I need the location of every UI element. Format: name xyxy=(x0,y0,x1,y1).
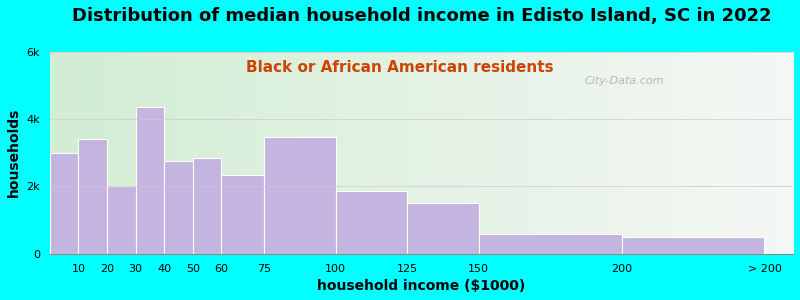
Text: Black or African American residents: Black or African American residents xyxy=(246,60,554,75)
Bar xyxy=(407,203,478,254)
Bar xyxy=(78,139,107,254)
Bar xyxy=(622,237,765,254)
Bar xyxy=(50,153,78,254)
Bar xyxy=(264,137,336,254)
Bar xyxy=(136,107,164,254)
Bar xyxy=(164,161,193,254)
Bar xyxy=(478,233,622,254)
Bar xyxy=(336,191,407,254)
Bar xyxy=(193,158,222,254)
X-axis label: household income ($1000): household income ($1000) xyxy=(318,279,526,293)
Bar xyxy=(222,175,264,254)
Y-axis label: households: households xyxy=(7,108,21,197)
Title: Distribution of median household income in Edisto Island, SC in 2022: Distribution of median household income … xyxy=(72,7,771,25)
Bar xyxy=(107,186,136,254)
Text: City-Data.com: City-Data.com xyxy=(585,76,665,86)
